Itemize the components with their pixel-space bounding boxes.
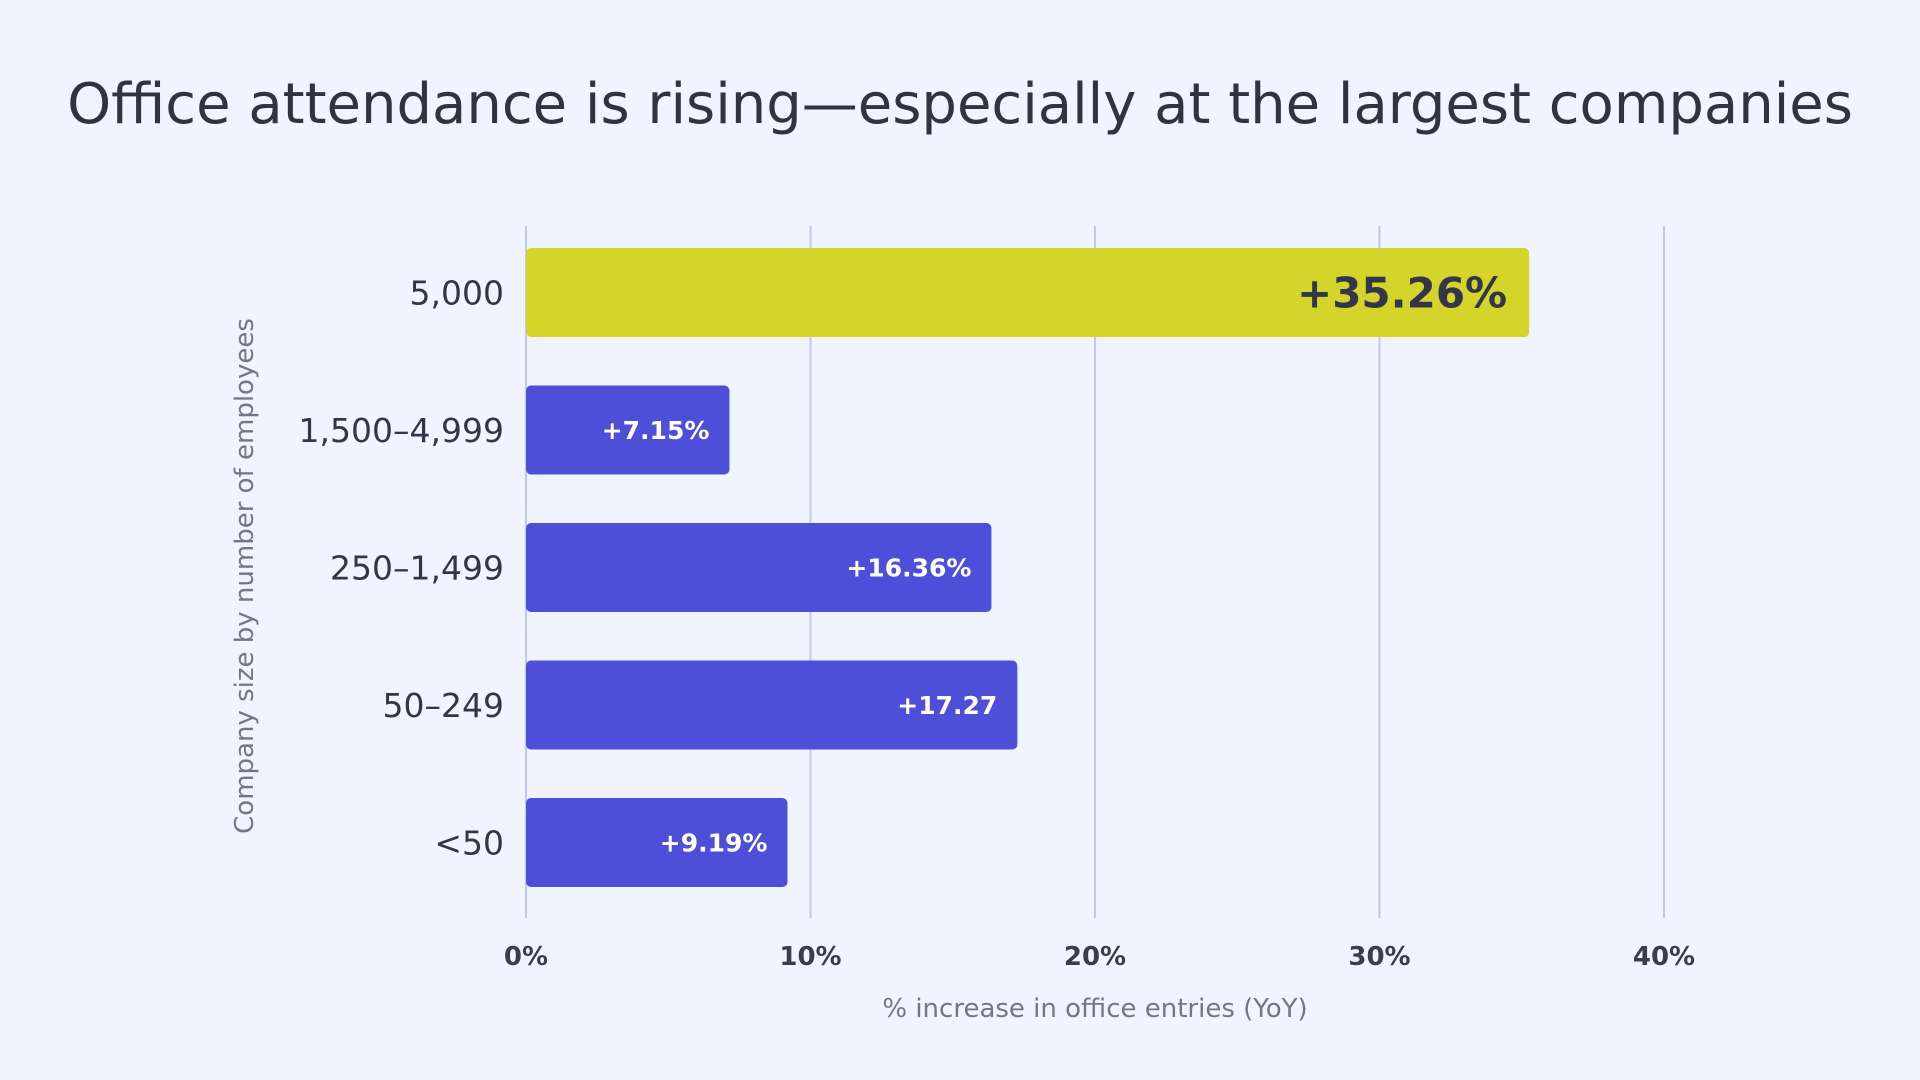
category-label: 250–1,499 xyxy=(330,549,504,588)
data-label: +16.36% xyxy=(846,554,971,583)
y-axis-title: Company size by number of employees xyxy=(230,318,260,834)
category-label: 5,000 xyxy=(410,274,504,313)
x-tick-label: 10% xyxy=(779,942,841,972)
bar xyxy=(526,248,1530,337)
data-label: +35.26% xyxy=(1297,269,1507,318)
data-label: +17.27 xyxy=(897,691,997,720)
bar xyxy=(526,660,1018,750)
x-tick-label: 40% xyxy=(1633,942,1695,972)
data-label: +9.19% xyxy=(660,829,768,858)
x-tick-label: 0% xyxy=(504,942,548,972)
category-label: 1,500–4,999 xyxy=(299,411,504,450)
data-label: +7.15% xyxy=(602,416,710,445)
category-label: <50 xyxy=(434,824,504,863)
x-tick-label: 30% xyxy=(1348,942,1410,972)
bar xyxy=(526,385,730,475)
bar xyxy=(526,798,788,887)
x-axis-title: % increase in office entries (YoY) xyxy=(882,994,1307,1024)
labels: 0% 10% 20% 30% 40% 5,000 +35.26% 1,500–4,999 +7.… xyxy=(230,269,1695,1025)
chart-title: Office attendance is rising—especially a… xyxy=(67,72,1853,137)
bar xyxy=(526,523,992,612)
bars xyxy=(526,248,1530,887)
category-label: 50–249 xyxy=(383,686,504,725)
x-tick-label: 20% xyxy=(1064,942,1126,972)
